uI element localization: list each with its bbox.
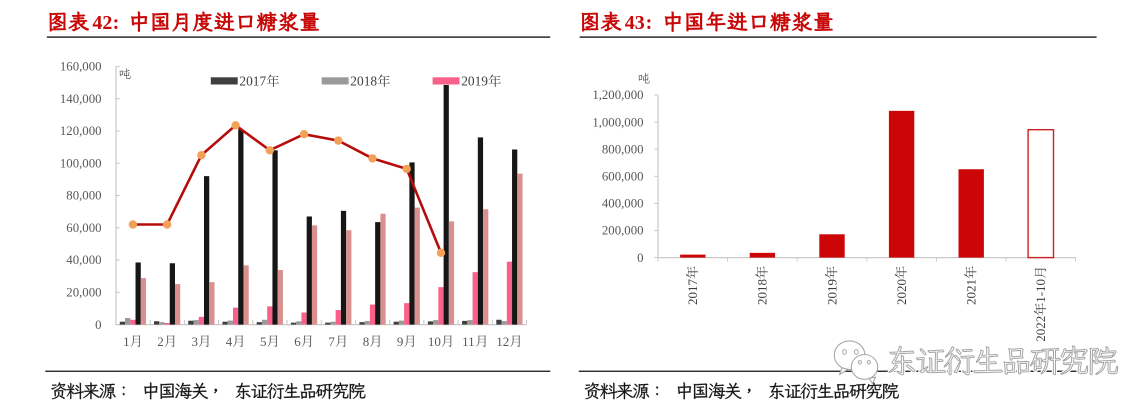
svg-text:2: 2 — [157, 334, 164, 349]
svg-text:400,000: 400,000 — [602, 197, 644, 211]
svg-text:3: 3 — [192, 334, 199, 349]
svg-text:6: 6 — [294, 334, 301, 349]
svg-text:2020: 2020 — [894, 279, 909, 305]
svg-text:140,000: 140,000 — [60, 92, 102, 106]
svg-text:600,000: 600,000 — [602, 170, 644, 184]
svg-text:2019: 2019 — [461, 74, 488, 89]
svg-text:5: 5 — [260, 334, 267, 349]
svg-text:1: 1 — [123, 334, 130, 349]
svg-text:43: 43 — [625, 12, 645, 34]
svg-text:2019: 2019 — [824, 279, 839, 305]
svg-text::: : — [113, 12, 120, 34]
svg-text:0: 0 — [637, 251, 643, 265]
svg-text:7: 7 — [328, 334, 335, 349]
svg-text:1,200,000: 1,200,000 — [592, 88, 643, 102]
svg-text:12: 12 — [496, 334, 509, 349]
svg-text:9: 9 — [397, 334, 404, 349]
svg-text:11: 11 — [462, 334, 475, 349]
svg-text:120,000: 120,000 — [60, 124, 102, 138]
svg-text:40,000: 40,000 — [66, 253, 101, 267]
svg-text:1,000,000: 1,000,000 — [592, 115, 643, 129]
svg-text::: : — [646, 12, 653, 34]
svg-text:100,000: 100,000 — [60, 156, 102, 170]
svg-text:42: 42 — [92, 12, 112, 34]
svg-text:2017: 2017 — [239, 74, 266, 89]
svg-text:800,000: 800,000 — [602, 142, 644, 156]
svg-text:2021: 2021 — [964, 279, 979, 305]
svg-text:2022: 2022 — [1033, 316, 1048, 342]
svg-text:8: 8 — [363, 334, 370, 349]
svg-text:60,000: 60,000 — [66, 221, 101, 235]
svg-text:1-10: 1-10 — [1033, 279, 1048, 303]
svg-text:2018: 2018 — [755, 279, 770, 305]
svg-text:10: 10 — [428, 334, 441, 349]
svg-text:80,000: 80,000 — [66, 189, 101, 203]
svg-text:2017: 2017 — [685, 279, 700, 306]
svg-text:4: 4 — [226, 334, 233, 349]
svg-text:20,000: 20,000 — [66, 286, 101, 300]
svg-text:200,000: 200,000 — [602, 224, 644, 238]
svg-text:0: 0 — [95, 318, 101, 332]
svg-text:160,000: 160,000 — [60, 60, 102, 74]
svg-text:2018: 2018 — [350, 74, 377, 89]
